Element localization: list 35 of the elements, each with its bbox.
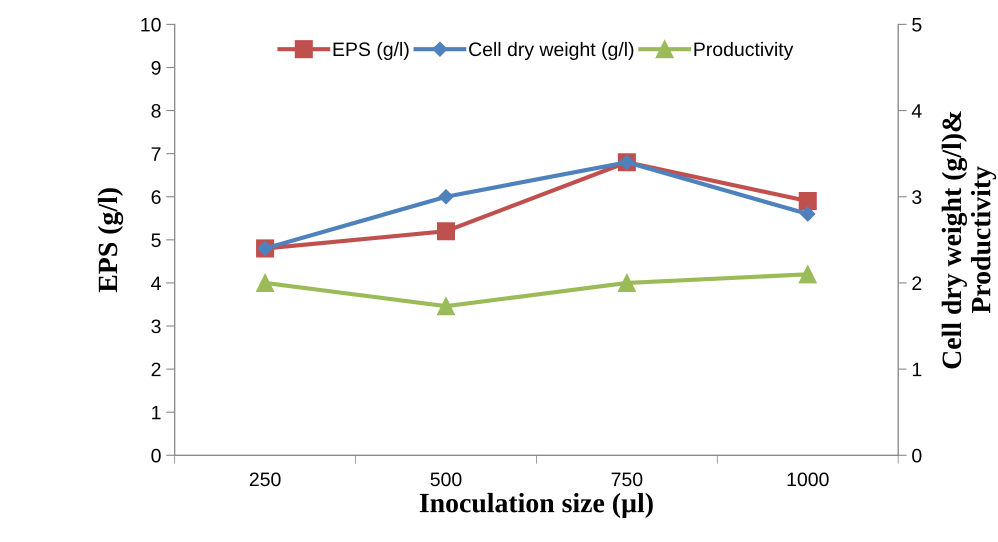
y2-tick-label: 1 (912, 362, 922, 376)
point (798, 265, 817, 284)
legend-label: EPS (g/l) (334, 42, 409, 60)
y2-tick-label: 4 (912, 104, 922, 118)
y2-tick-label: 2 (912, 276, 922, 290)
y-tick-label: 5 (151, 234, 161, 248)
x-tick-label: 500 (430, 472, 462, 486)
x-tick-label: 750 (612, 472, 642, 486)
y-tick-label: 1 (152, 406, 161, 420)
legend-label: Cell dry weight (g/l) (469, 42, 634, 60)
y-tick-label: 8 (151, 104, 161, 118)
x-tick-label: 1000 (788, 472, 829, 486)
y-tick-label: 2 (152, 362, 160, 376)
y-tick-label: 9 (152, 60, 161, 75)
y2-tick-label: 5 (912, 18, 922, 32)
x-tick-label: 250 (250, 472, 281, 486)
y-axis-title: EPS (g/l) (98, 188, 124, 292)
y-tick-label: 10 (141, 18, 161, 32)
y-tick-label: 3 (151, 319, 161, 334)
y-tick-label: 4 (151, 276, 161, 290)
y2-tick-label: 0 (912, 448, 922, 463)
point (798, 192, 817, 210)
point (256, 274, 274, 292)
point (618, 274, 636, 292)
y2-axis-title: Cell dry weight (g/l)& Productivity (942, 111, 996, 368)
y-tick-label: 7 (152, 147, 160, 161)
point (436, 297, 456, 316)
y-tick-label: 0 (151, 448, 161, 463)
point (800, 206, 816, 222)
legend-label: Productivity (694, 42, 794, 60)
point (436, 222, 456, 240)
y2-tick-label: 3 (912, 190, 922, 204)
x-axis-title: Inoculation size (µl) (420, 492, 653, 518)
point (438, 189, 454, 204)
y-tick-label: 6 (152, 190, 161, 204)
